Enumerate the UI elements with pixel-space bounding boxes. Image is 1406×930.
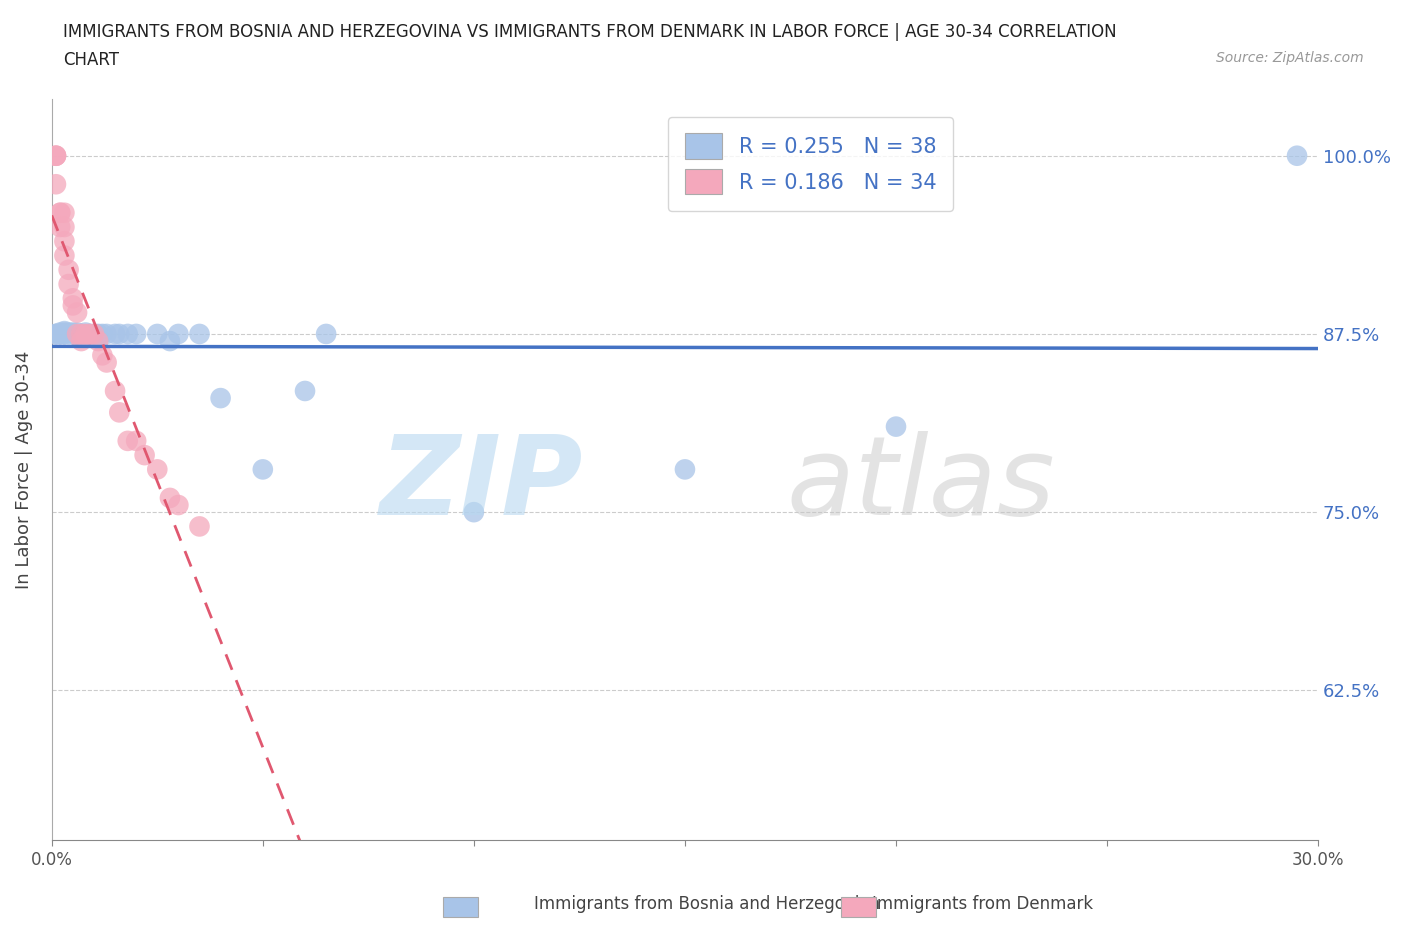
- Point: [167, 498, 190, 512]
- Point: [53, 233, 76, 248]
- Point: [58, 326, 80, 340]
- Point: [104, 326, 127, 341]
- Point: [66, 326, 89, 340]
- Point: [66, 326, 89, 341]
- Point: [673, 462, 696, 477]
- Point: [125, 433, 148, 448]
- Point: [45, 326, 67, 341]
- Point: [884, 419, 907, 434]
- Point: [96, 355, 118, 370]
- Point: [70, 326, 93, 341]
- Point: [49, 219, 72, 234]
- Point: [53, 206, 76, 220]
- Point: [70, 334, 93, 349]
- Point: [79, 326, 101, 341]
- Text: Immigrants from Denmark: Immigrants from Denmark: [872, 896, 1092, 913]
- Point: [87, 326, 110, 341]
- Point: [159, 490, 181, 505]
- Point: [66, 305, 89, 320]
- Point: [188, 519, 211, 534]
- Point: [252, 462, 274, 477]
- Point: [53, 326, 76, 340]
- Point: [188, 326, 211, 341]
- Point: [294, 383, 316, 398]
- Point: [62, 326, 84, 340]
- Point: [45, 326, 67, 341]
- Point: [209, 391, 232, 405]
- Point: [125, 326, 148, 341]
- Point: [49, 326, 72, 341]
- Point: [58, 326, 80, 341]
- Text: IMMIGRANTS FROM BOSNIA AND HERZEGOVINA VS IMMIGRANTS FROM DENMARK IN LABOR FORCE: IMMIGRANTS FROM BOSNIA AND HERZEGOVINA V…: [63, 23, 1116, 41]
- Point: [83, 326, 105, 341]
- Point: [159, 334, 181, 349]
- Point: [49, 326, 72, 340]
- Text: CHART: CHART: [63, 51, 120, 69]
- Text: ZIP: ZIP: [380, 431, 583, 538]
- Y-axis label: In Labor Force | Age 30-34: In Labor Force | Age 30-34: [15, 351, 32, 589]
- Point: [79, 326, 101, 341]
- Point: [75, 326, 97, 340]
- Point: [53, 219, 76, 234]
- Point: [91, 326, 114, 341]
- Point: [146, 462, 169, 477]
- Point: [53, 326, 76, 341]
- Point: [58, 262, 80, 277]
- Point: [49, 206, 72, 220]
- Point: [62, 291, 84, 306]
- Point: [117, 326, 139, 341]
- Point: [117, 433, 139, 448]
- Point: [108, 326, 131, 341]
- Text: Source: ZipAtlas.com: Source: ZipAtlas.com: [1216, 51, 1364, 65]
- Text: Immigrants from Bosnia and Herzegovina: Immigrants from Bosnia and Herzegovina: [534, 896, 880, 913]
- Point: [146, 326, 169, 341]
- Point: [134, 447, 156, 462]
- Point: [315, 326, 337, 341]
- Point: [83, 326, 105, 341]
- Point: [49, 326, 72, 341]
- Point: [53, 248, 76, 263]
- Point: [58, 276, 80, 291]
- Point: [45, 177, 67, 192]
- Point: [463, 505, 485, 520]
- Point: [96, 326, 118, 341]
- Point: [75, 326, 97, 341]
- Point: [53, 324, 76, 339]
- Point: [1285, 148, 1308, 163]
- Point: [108, 405, 131, 419]
- Point: [87, 334, 110, 349]
- Point: [66, 326, 89, 341]
- Point: [45, 148, 67, 163]
- Text: atlas: atlas: [786, 431, 1054, 538]
- Legend: R = 0.255   N = 38, R = 0.186   N = 34: R = 0.255 N = 38, R = 0.186 N = 34: [668, 116, 953, 211]
- Point: [49, 206, 72, 220]
- Point: [45, 148, 67, 163]
- Point: [104, 383, 127, 398]
- Point: [70, 326, 93, 341]
- Point: [91, 348, 114, 363]
- Point: [62, 298, 84, 312]
- Point: [62, 326, 84, 341]
- Point: [45, 148, 67, 163]
- Point: [53, 326, 76, 341]
- Point: [167, 326, 190, 341]
